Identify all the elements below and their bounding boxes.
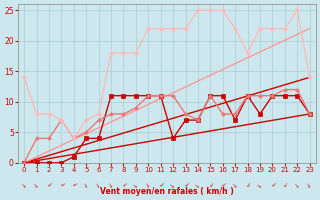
Text: ↓: ↓ <box>157 182 164 189</box>
Text: ↓: ↓ <box>244 182 251 189</box>
Text: ↓: ↓ <box>294 182 300 189</box>
Text: ↓: ↓ <box>83 182 90 189</box>
Text: ↓: ↓ <box>120 182 127 189</box>
Text: ↓: ↓ <box>46 182 52 189</box>
Text: ↓: ↓ <box>70 182 77 189</box>
Text: ↓: ↓ <box>269 182 276 189</box>
Text: ↓: ↓ <box>207 182 214 189</box>
Text: ↓: ↓ <box>195 182 201 189</box>
Text: ↓: ↓ <box>170 182 177 189</box>
Text: ↓: ↓ <box>220 182 226 189</box>
Text: ↓: ↓ <box>281 182 288 189</box>
Text: ↓: ↓ <box>257 182 263 189</box>
Text: ↓: ↓ <box>306 182 313 189</box>
Text: ↓: ↓ <box>33 182 40 189</box>
Text: ↓: ↓ <box>95 182 102 189</box>
Text: ↓: ↓ <box>108 182 115 189</box>
Text: ↓: ↓ <box>132 182 139 189</box>
Text: ↓: ↓ <box>21 182 28 189</box>
Text: ↓: ↓ <box>232 182 238 189</box>
Text: ↓: ↓ <box>58 182 65 189</box>
Text: ↓: ↓ <box>182 182 189 189</box>
Text: ↓: ↓ <box>145 182 152 189</box>
X-axis label: Vent moyen/en rafales ( km/h ): Vent moyen/en rafales ( km/h ) <box>100 187 234 196</box>
